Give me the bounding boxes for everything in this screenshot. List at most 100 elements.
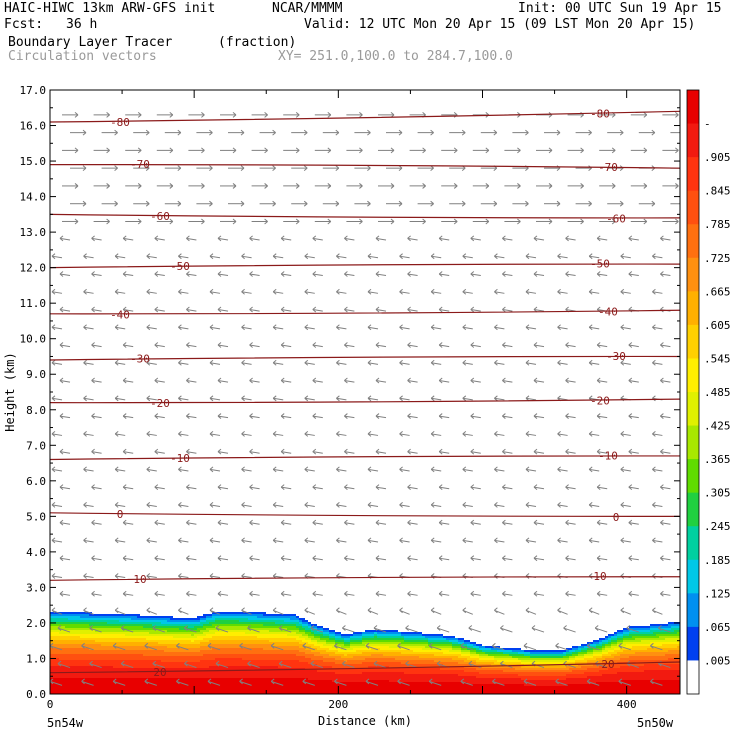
tracer-cell xyxy=(122,636,125,638)
tracer-cell xyxy=(389,682,392,684)
tracer-cell xyxy=(98,680,101,682)
tracer-cell xyxy=(314,652,317,654)
tracer-cell xyxy=(197,674,200,676)
tracer-cell xyxy=(413,642,416,644)
tracer-cell xyxy=(209,674,212,676)
tracer-cell xyxy=(272,656,275,658)
tracer-cell xyxy=(404,650,407,652)
tracer-cell xyxy=(80,612,83,614)
tracer-cell xyxy=(401,662,404,664)
tracer-cell xyxy=(137,690,140,692)
tracer-cell xyxy=(452,690,455,692)
tracer-cell xyxy=(269,676,272,678)
tracer-cell xyxy=(380,668,383,670)
tracer-cell xyxy=(416,632,419,634)
tracer-cell xyxy=(59,624,62,626)
tracer-cell xyxy=(50,686,53,688)
tracer-cell xyxy=(188,622,191,624)
tracer-cell xyxy=(299,664,302,666)
tracer-cell xyxy=(446,672,449,674)
tracer-cell xyxy=(284,680,287,682)
tracer-cell xyxy=(125,680,128,682)
tracer-cell xyxy=(455,684,458,686)
tracer-cell xyxy=(302,634,305,636)
tracer-cell xyxy=(206,630,209,632)
tracer-cell xyxy=(407,638,410,640)
tracer-cell xyxy=(56,668,59,670)
tracer-cell xyxy=(71,612,74,614)
tracer-cell xyxy=(341,634,344,636)
tracer-cell xyxy=(299,662,302,664)
tracer-cell xyxy=(194,682,197,684)
tracer-cell xyxy=(92,648,95,650)
tracer-cell xyxy=(185,634,188,636)
tracer-cell xyxy=(311,636,314,638)
tracer-cell xyxy=(170,622,173,624)
tracer-cell xyxy=(323,684,326,686)
tracer-cell xyxy=(143,658,146,660)
tracer-cell xyxy=(68,648,71,650)
tracer-cell xyxy=(215,632,218,634)
tracer-cell xyxy=(332,676,335,678)
tracer-cell xyxy=(185,654,188,656)
tracer-cell xyxy=(200,648,203,650)
tracer-cell xyxy=(200,628,203,630)
tracer-cell xyxy=(425,688,428,690)
tracer-cell xyxy=(224,658,227,660)
tracer-cell xyxy=(401,668,404,670)
tracer-cell xyxy=(257,632,260,634)
tracer-cell xyxy=(314,688,317,690)
tracer-cell xyxy=(362,660,365,662)
tracer-cell xyxy=(263,658,266,660)
tracer-cell xyxy=(407,662,410,664)
tracer-cell xyxy=(404,640,407,642)
tracer-cell xyxy=(218,638,221,640)
tracer-cell xyxy=(200,634,203,636)
tracer-cell xyxy=(434,640,437,642)
tracer-cell xyxy=(293,656,296,658)
tracer-cell xyxy=(194,620,197,622)
tracer-cell xyxy=(77,648,80,650)
tracer-cell xyxy=(56,652,59,654)
tracer-cell xyxy=(380,646,383,648)
tracer-cell xyxy=(155,666,158,668)
tracer-cell xyxy=(233,654,236,656)
tracer-cell xyxy=(59,612,62,614)
tracer-cell xyxy=(383,686,386,688)
tracer-cell xyxy=(212,692,215,694)
tracer-cell xyxy=(116,656,119,658)
tracer-cell xyxy=(290,624,293,626)
tracer-cell xyxy=(101,690,104,692)
tracer-cell xyxy=(269,620,272,622)
tracer-cell xyxy=(59,668,62,670)
tracer-cell xyxy=(83,682,86,684)
tracer-cell xyxy=(386,664,389,666)
tracer-cell xyxy=(107,620,110,622)
tracer-cell xyxy=(56,640,59,642)
tracer-cell xyxy=(224,622,227,624)
tracer-cell xyxy=(239,652,242,654)
tracer-cell xyxy=(299,690,302,692)
tracer-cell xyxy=(419,658,422,660)
tracer-cell xyxy=(98,648,101,650)
tracer-cell xyxy=(194,692,197,694)
tracer-cell xyxy=(83,616,86,618)
tracer-cell xyxy=(341,666,344,668)
tracer-cell xyxy=(398,686,401,688)
tracer-cell xyxy=(230,672,233,674)
tracer-cell xyxy=(56,658,59,660)
tracer-cell xyxy=(404,656,407,658)
tracer-cell xyxy=(212,690,215,692)
tracer-cell xyxy=(263,670,266,672)
tracer-cell xyxy=(302,654,305,656)
tracer-cell xyxy=(104,680,107,682)
tracer-cell xyxy=(98,688,101,690)
tracer-cell xyxy=(254,640,257,642)
tracer-cell xyxy=(191,658,194,660)
tracer-cell xyxy=(416,680,419,682)
tracer-cell xyxy=(290,656,293,658)
tracer-cell xyxy=(341,646,344,648)
tracer-cell xyxy=(56,662,59,664)
tracer-cell xyxy=(197,650,200,652)
tracer-cell xyxy=(431,662,434,664)
